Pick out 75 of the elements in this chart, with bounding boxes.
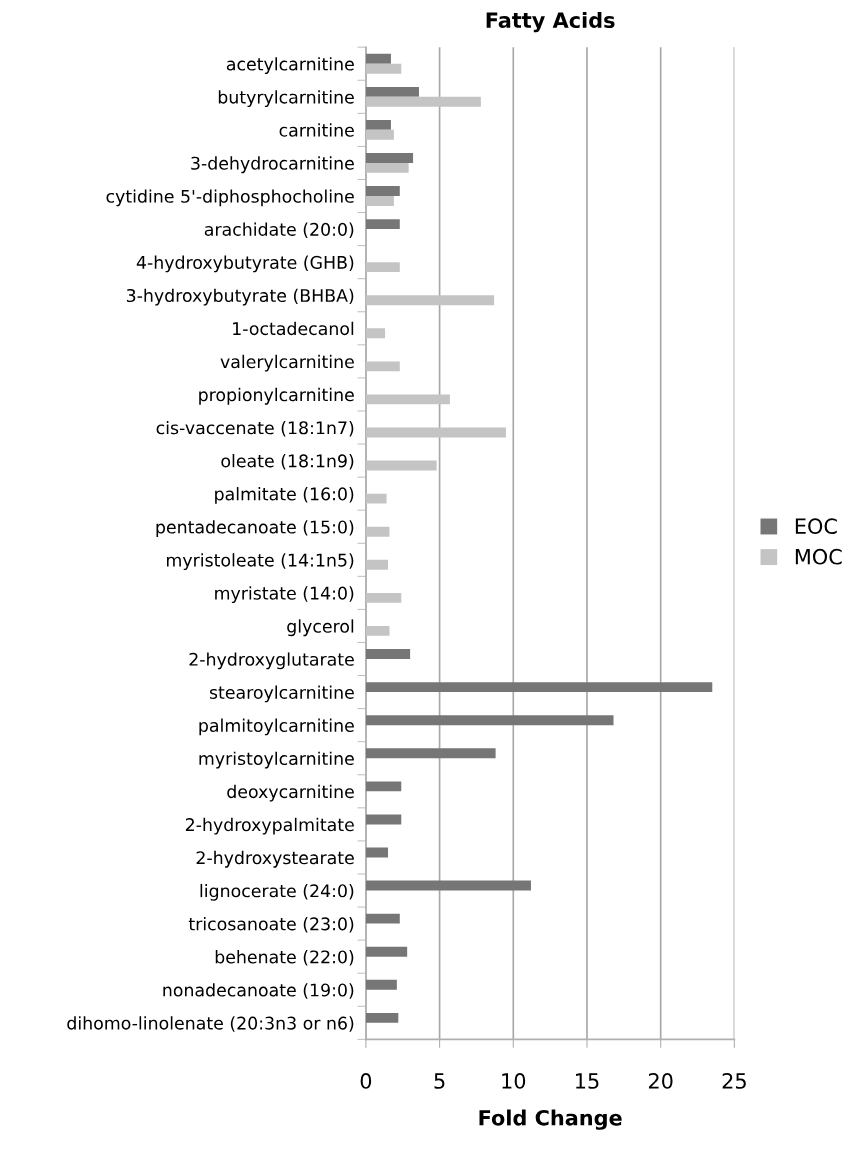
x-tick-label: 20 — [648, 1073, 673, 1089]
bar — [365, 526, 390, 537]
bar — [365, 592, 402, 603]
y-tick-label: propionylcarnitine — [199, 387, 354, 405]
bar — [365, 196, 394, 206]
y-tick-label: acetylcarnitine — [226, 57, 354, 74]
bar — [365, 460, 437, 471]
y-tick-label: cis-vaccenate (18:1n7) — [156, 420, 354, 437]
x-tick-label: 10 — [502, 1073, 526, 1089]
bar — [365, 186, 400, 197]
x-axis-title: Fold Change — [479, 1109, 622, 1130]
bar — [365, 153, 414, 163]
bar — [365, 219, 400, 230]
bar — [365, 847, 388, 858]
bar — [365, 814, 402, 825]
y-tick-label: butyrylcarnitine — [218, 90, 354, 108]
y-tick-label: dihomo-linolenate (20:3n3 or n6) — [67, 1016, 354, 1032]
bar — [365, 1012, 399, 1023]
bar — [365, 493, 387, 504]
x-tick-label: 25 — [722, 1073, 746, 1089]
bar — [365, 682, 713, 693]
bar — [365, 328, 386, 339]
bar — [365, 129, 394, 140]
legend-label: MOC — [795, 548, 842, 565]
y-tick-label: 1-octadecanol — [233, 321, 354, 336]
bar — [365, 63, 402, 74]
y-tick-label: nonadecanoate (19:0) — [163, 983, 354, 999]
chart-title: Fatty Acids — [486, 11, 615, 33]
bar — [365, 649, 411, 660]
y-tick-label: tricosanoate (23:0) — [188, 917, 354, 933]
x-tick-label: 0 — [360, 1073, 372, 1089]
bar — [365, 913, 400, 924]
y-tick-label: deoxycarnitine — [227, 784, 354, 802]
y-tick-label: carnitine — [279, 123, 354, 137]
y-tick-label: palmitate (16:0) — [215, 487, 354, 504]
y-tick-label: pentadecanoate (15:0) — [156, 520, 354, 537]
bar — [365, 96, 481, 107]
y-tick-label: myristoylcarnitine — [199, 751, 354, 769]
y-tick-label: valerylcarnitine — [220, 354, 354, 372]
bar — [365, 559, 388, 570]
y-tick-label: lignocerate (24:0) — [200, 883, 354, 901]
bar — [365, 880, 531, 891]
y-tick-label: 4-hydroxybutyrate (GHB) — [136, 255, 354, 273]
bar — [365, 715, 614, 726]
y-tick-label: 2-hydroxypalmitate — [185, 817, 354, 835]
bar — [365, 781, 402, 792]
bar — [365, 625, 390, 636]
bar — [365, 748, 496, 759]
bar — [365, 979, 397, 990]
x-tick-label: 5 — [434, 1073, 445, 1089]
y-tick-label: cytidine 5'-diphosphocholine — [106, 189, 354, 207]
y-tick-label: glycerol — [287, 619, 354, 637]
bar — [365, 394, 450, 405]
y-tick-label: palmitoylcarnitine — [199, 718, 354, 736]
x-tick-label: 15 — [576, 1073, 599, 1089]
bar — [365, 119, 391, 130]
bar — [365, 361, 400, 372]
bar — [365, 53, 391, 64]
bar — [365, 427, 506, 438]
bar — [365, 946, 408, 957]
y-tick-label: 2-hydroxyglutarate — [189, 652, 354, 670]
y-tick-label: myristoleate (14:1n5) — [167, 553, 354, 571]
y-tick-label: arachidate (20:0) — [204, 222, 354, 238]
bar — [365, 162, 409, 173]
y-tick-label: 2-hydroxystearate — [196, 850, 354, 868]
y-tick-label: behenate (22:0) — [215, 950, 354, 966]
legend-label: EOC — [795, 518, 837, 535]
y-tick-label: stearoylcarnitine — [209, 685, 354, 703]
bar — [365, 262, 400, 273]
y-tick-label: 3-dehydrocarnitine — [191, 156, 354, 174]
bar — [365, 295, 495, 306]
y-tick-label: oleate (18:1n9) — [221, 454, 354, 470]
y-tick-label: myristate (14:0) — [215, 586, 354, 604]
bar — [365, 86, 419, 97]
y-tick-label: 3-hydroxybutyrate (BHBA) — [126, 288, 354, 306]
